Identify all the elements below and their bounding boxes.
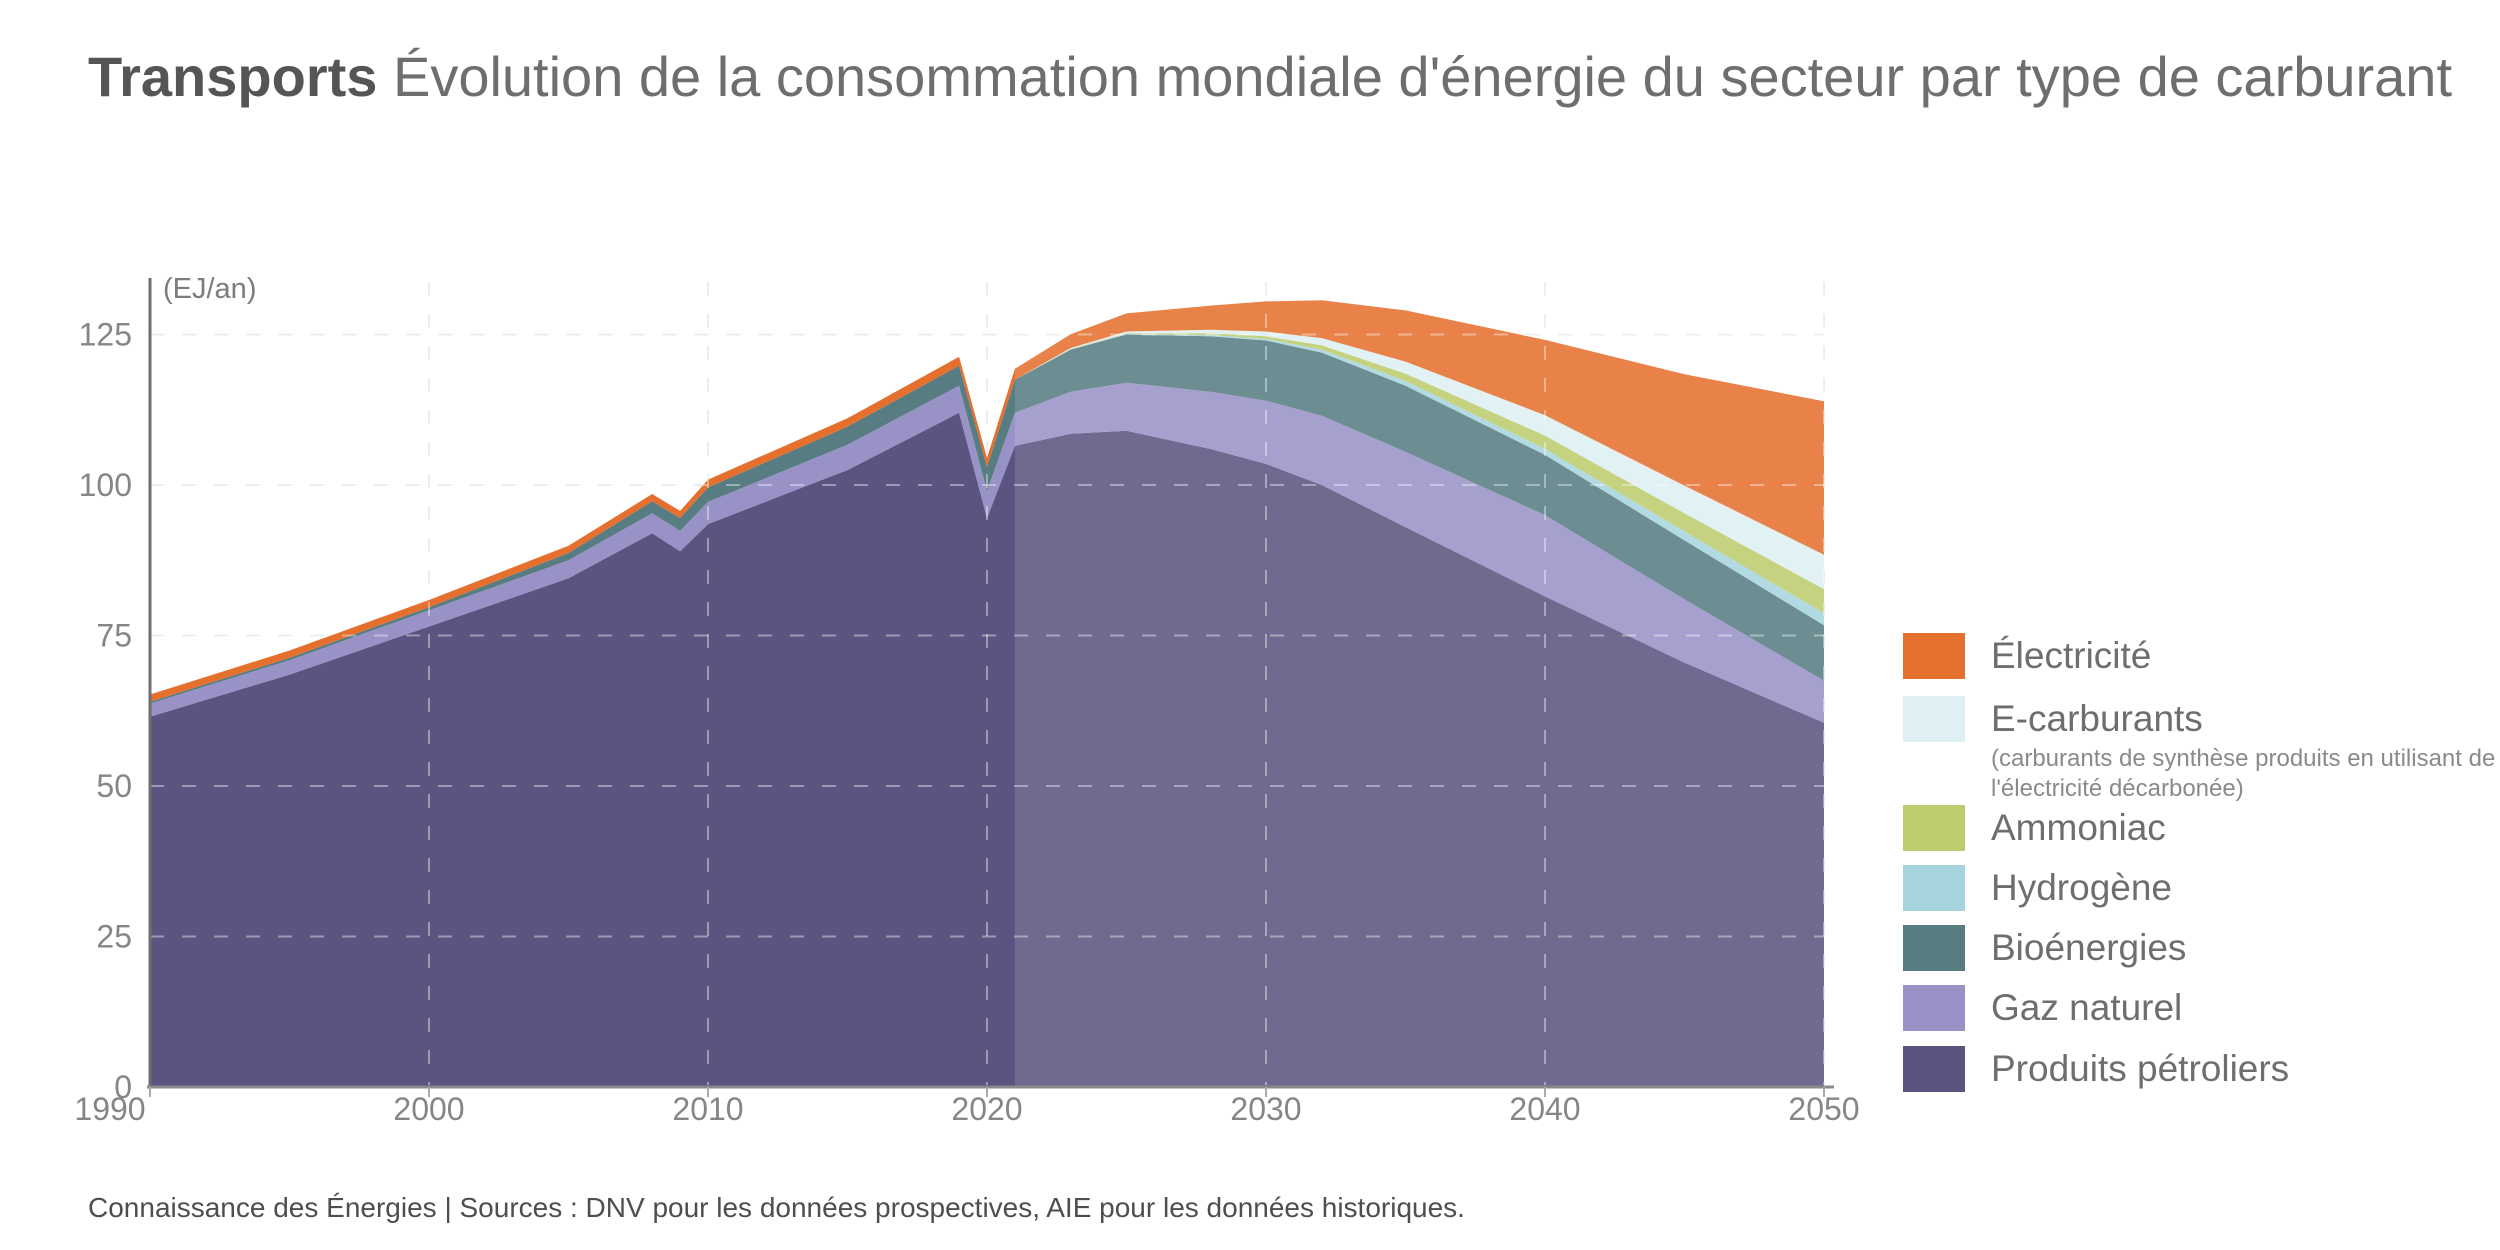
x-tick-label: 2020 — [951, 1091, 1022, 1127]
x-tick-label: 2050 — [1788, 1091, 1859, 1127]
legend-label: Bioénergies — [1991, 927, 2187, 968]
y-tick-label: 100 — [79, 467, 132, 503]
legend-swatch-gaz-naturel — [1903, 985, 1965, 1031]
y-tick-label: 25 — [96, 919, 132, 955]
chart-title-bold: Transports — [88, 45, 378, 108]
y-tick-label: 75 — [96, 618, 132, 654]
legend-item-ammoniac: Ammoniac — [1903, 805, 2166, 851]
x-tick-label: 2010 — [672, 1091, 743, 1127]
y-tick-label: 125 — [79, 317, 132, 353]
y-axis-unit-label: (EJ/an) — [163, 273, 256, 305]
legend-item-bioenergies: Bioénergies — [1903, 925, 2186, 971]
legend-swatch-produits-petroliers — [1903, 1046, 1965, 1092]
legend-label: Produits pétroliers — [1991, 1048, 2290, 1089]
legend-label: Hydrogène — [1991, 867, 2173, 908]
legend-note-e-carburants: (carburants de synthèse produits en util… — [1991, 745, 2496, 802]
legend-item-electricite: Électricité — [1903, 633, 2151, 679]
legend-swatch-electricite — [1903, 633, 1965, 679]
legend-label: Ammoniac — [1991, 807, 2166, 848]
legend-swatch-hydrogene — [1903, 865, 1965, 911]
area-gaz-naturel — [150, 382, 1824, 723]
area-produits-petroliers — [150, 412, 1824, 1087]
legend-swatch-bioenergies — [1903, 925, 1965, 971]
legend-item-gaz-naturel: Gaz naturel — [1903, 985, 2182, 1031]
chart-title-rest: Évolution de la consommation mondiale d'… — [377, 45, 2453, 108]
legend-label: E-carburants — [1991, 698, 2203, 739]
x-tick-label: 1990 — [74, 1091, 145, 1127]
forecast-region-overlay — [1014, 278, 1824, 1086]
legend-label: Gaz naturel — [1991, 987, 2183, 1028]
y-tick-label: 0 — [114, 1069, 132, 1105]
legend-item-hydrogene: Hydrogène — [1903, 865, 2172, 911]
legend-item-e-carburants: E-carburants (carburants de synthèse pro… — [1903, 696, 2500, 804]
chart-title: Transports Évolution de la consommation … — [88, 40, 2458, 114]
legend-swatch-e-carburants — [1903, 696, 1965, 742]
legend-swatch-ammoniac — [1903, 805, 1965, 851]
chart-legend: Électricité E-carburants (carburants de … — [1903, 0, 2495, 1250]
source-footer: Connaissance des Énergies | Sources : DN… — [88, 1192, 1465, 1223]
x-tick-label: 2000 — [393, 1091, 464, 1127]
legend-label: Électricité — [1991, 635, 2152, 676]
x-tick-label: 2030 — [1230, 1091, 1301, 1127]
area-bioenergies — [150, 334, 1824, 704]
legend-item-produits-petroliers: Produits pétroliers — [1903, 1046, 2289, 1092]
y-tick-label: 50 — [96, 768, 132, 804]
x-tick-label: 2040 — [1509, 1091, 1580, 1127]
